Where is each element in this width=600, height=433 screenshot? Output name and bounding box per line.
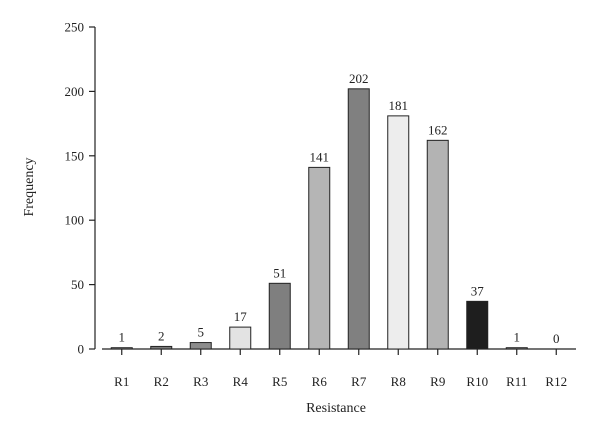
bar-r3 [189,342,212,350]
data-label-r2: 2 [158,328,165,343]
data-label-r3: 5 [198,325,205,340]
data-label-r6: 141 [310,149,330,164]
data-label-r1: 1 [119,330,126,345]
bar-r9 [426,139,449,350]
x-tick-label: R12 [545,374,567,389]
x-axis-title: Resistance [306,401,366,416]
bars [110,88,528,350]
y-tick-label: 150 [65,148,85,163]
x-tick-label: R2 [154,374,169,389]
bar-r8 [387,115,410,350]
x-tick-label: R9 [430,374,445,389]
data-label-r10: 37 [471,283,485,298]
x-tick-label: R11 [506,374,527,389]
x-tick-label: R4 [233,374,249,389]
data-label-r11: 1 [514,330,521,345]
y-axis: 0 50 100 150 200 250 [65,20,96,357]
x-tick-label: R3 [193,374,208,389]
bar-r1 [110,347,133,350]
bar-r4 [229,326,252,350]
x-tick-label: R6 [312,374,328,389]
data-label-r4: 17 [234,309,248,324]
bar-r6 [308,166,331,350]
bar-r11 [505,347,528,350]
data-label-r9: 162 [428,122,448,137]
bar-r10 [466,300,489,350]
x-tick-label: R7 [351,374,367,389]
x-tick-label: R5 [272,374,287,389]
y-tick-label: 100 [65,213,85,228]
x-tick-label: R1 [114,374,129,389]
bar-r5 [268,282,291,350]
data-label-r8: 181 [389,98,409,113]
bar-r2 [150,345,173,350]
y-tick-label: 200 [65,84,85,99]
y-tick-label: 50 [71,277,84,292]
data-label-r7: 202 [349,71,369,86]
y-axis-title: Frequency [22,157,37,216]
x-axis: R1 R2 R3 R4 R5 R6 R7 R8 R9 R10 R11 R12 [102,348,576,389]
x-tick-label: R8 [391,374,406,389]
bar-r7 [347,88,370,350]
data-labels: 1 2 5 17 51 141 202 181 162 37 1 0 [119,71,560,346]
data-label-r5: 51 [273,265,286,280]
y-tick-label: 0 [78,342,85,357]
x-tick-label: R10 [466,374,488,389]
data-label-r12: 0 [553,331,560,346]
y-tick-label: 250 [65,20,85,35]
